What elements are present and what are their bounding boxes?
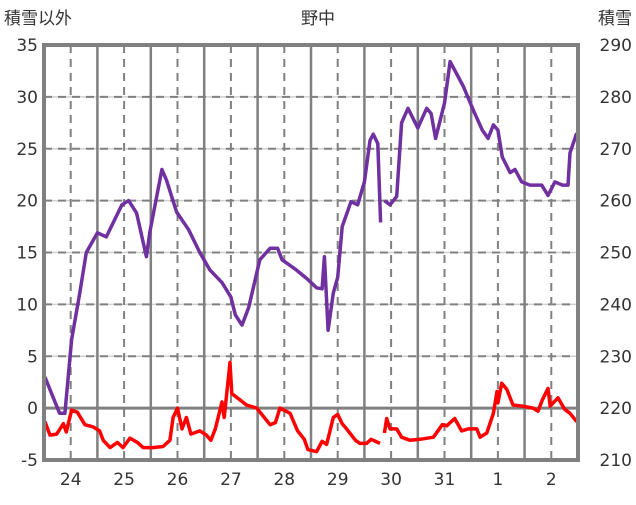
x-tick-label: 30 xyxy=(380,470,402,490)
x-tick-label: 25 xyxy=(113,470,135,490)
x-tick-label: 26 xyxy=(167,470,189,490)
left-axis-ticks: 35 30 25 20 15 10 5 0 -5 xyxy=(16,36,38,471)
y-right-tick-label: 240 xyxy=(600,295,632,315)
series-layer xyxy=(43,59,579,454)
y-left-tick-label: 5 xyxy=(27,347,38,367)
y-right-tick-label: 290 xyxy=(600,36,632,56)
right-axis-ticks: 290 280 270 260 250 240 230 220 210 xyxy=(600,36,632,471)
chart-title: 野中 xyxy=(301,9,335,29)
x-tick-label: 2 xyxy=(546,470,557,490)
y-left-tick-label: -5 xyxy=(21,451,38,471)
y-right-tick-label: 250 xyxy=(600,244,632,264)
series-line-snow-depth xyxy=(43,59,579,416)
series-line-other xyxy=(43,360,579,454)
y-left-tick-label: 20 xyxy=(16,192,38,212)
left-axis-title: 積雪以外 xyxy=(4,9,72,29)
y-left-tick-label: 35 xyxy=(16,36,38,56)
y-left-tick-label: 25 xyxy=(16,140,38,160)
x-tick-label: 1 xyxy=(492,470,503,490)
x-tick-label: 24 xyxy=(60,470,82,490)
y-left-tick-label: 30 xyxy=(16,88,38,108)
y-right-tick-label: 220 xyxy=(600,399,632,419)
y-right-tick-label: 210 xyxy=(600,451,632,471)
y-right-tick-label: 270 xyxy=(600,140,632,160)
y-right-tick-label: 280 xyxy=(600,88,632,108)
y-right-tick-label: 260 xyxy=(600,192,632,212)
x-axis-ticks: 24 25 26 27 28 29 30 31 1 2 xyxy=(60,470,557,490)
y-left-tick-label: 10 xyxy=(16,295,38,315)
x-tick-label: 31 xyxy=(434,470,456,490)
y-left-tick-label: 15 xyxy=(16,244,38,264)
y-left-tick-label: 0 xyxy=(27,399,38,419)
x-tick-label: 28 xyxy=(273,470,295,490)
y-right-tick-label: 230 xyxy=(600,347,632,367)
x-tick-label: 27 xyxy=(220,470,242,490)
right-axis-title: 積雪 xyxy=(598,9,632,29)
plot-frame xyxy=(42,43,580,462)
x-tick-label: 29 xyxy=(327,470,349,490)
